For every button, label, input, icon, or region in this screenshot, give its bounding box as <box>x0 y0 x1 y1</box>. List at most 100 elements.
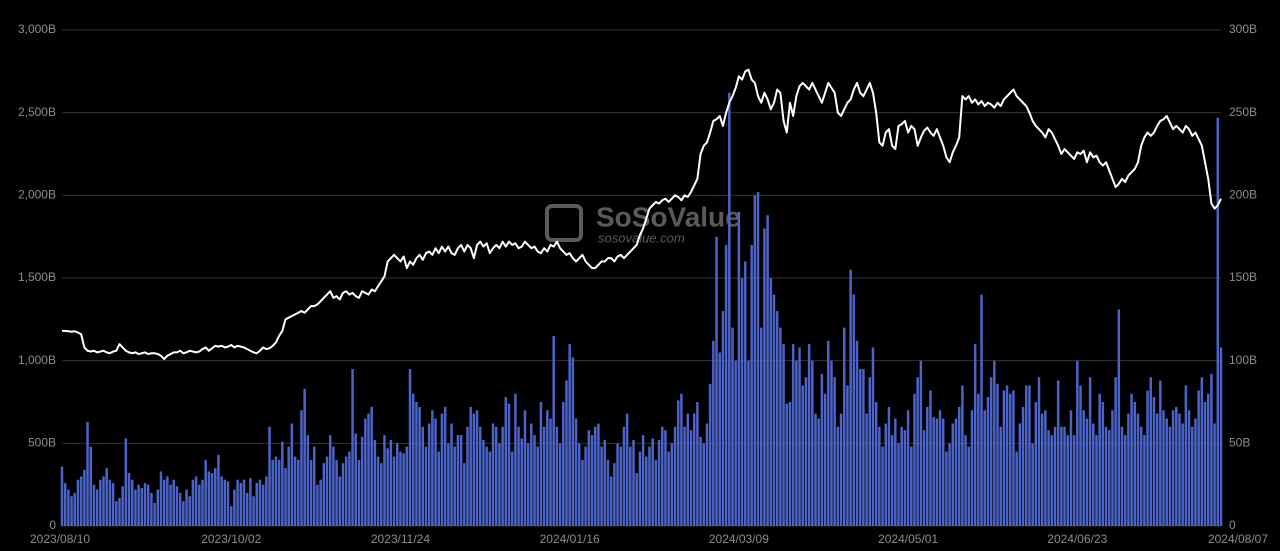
bar <box>839 413 843 526</box>
bar <box>801 385 804 526</box>
x-tick-label: 2024/01/16 <box>540 532 600 546</box>
bar <box>1040 413 1044 526</box>
y2-tick-label: 250B <box>1229 105 1257 119</box>
bar <box>536 446 539 526</box>
bar <box>482 440 485 526</box>
bar <box>1216 117 1220 527</box>
bar <box>750 244 753 526</box>
bar <box>447 443 450 526</box>
bar <box>670 443 674 526</box>
bar <box>1114 377 1117 526</box>
bar <box>568 344 571 526</box>
bar <box>1082 410 1085 526</box>
bar <box>86 421 89 526</box>
bar <box>1175 406 1178 526</box>
bar <box>552 335 555 526</box>
bar <box>287 446 290 526</box>
bar <box>1191 426 1194 526</box>
bar <box>1104 426 1108 526</box>
bar <box>715 236 718 526</box>
bar <box>367 413 370 526</box>
bar <box>1139 426 1143 526</box>
bar <box>817 418 820 526</box>
bar <box>1009 393 1012 526</box>
bar <box>319 479 322 526</box>
bar <box>941 418 945 526</box>
bar <box>584 446 587 526</box>
bar <box>645 456 648 526</box>
bar <box>555 426 559 526</box>
bar <box>258 479 262 526</box>
bar <box>198 484 201 526</box>
bar <box>622 426 626 526</box>
bar <box>1187 410 1191 526</box>
y-tick-label: 1,000B <box>18 353 56 367</box>
bar <box>651 438 654 526</box>
watermark: SoSoValue sosovalue.com <box>545 201 741 245</box>
bar <box>1024 385 1028 526</box>
bar <box>1200 377 1204 526</box>
bar <box>140 487 144 526</box>
bar <box>1171 410 1175 526</box>
bar <box>849 269 852 526</box>
bar <box>1005 385 1009 526</box>
line <box>62 68 1222 361</box>
bar <box>932 416 935 526</box>
bar <box>999 426 1002 526</box>
bar <box>1149 377 1153 526</box>
bar <box>926 406 929 526</box>
bar <box>922 430 926 526</box>
bar <box>188 496 191 526</box>
bar <box>855 340 859 526</box>
bar <box>705 423 709 526</box>
x-tick-label: 2024/05/01 <box>878 532 938 546</box>
bar <box>823 393 827 526</box>
bar <box>1018 423 1022 526</box>
bar <box>577 443 581 526</box>
bar <box>977 393 980 526</box>
bar <box>1066 435 1069 526</box>
bar <box>124 438 128 526</box>
bar <box>143 483 147 526</box>
bar <box>667 451 670 526</box>
bar <box>862 368 865 526</box>
bar <box>92 484 96 526</box>
bar <box>1146 390 1149 526</box>
bar <box>1219 347 1223 526</box>
bar <box>293 456 297 526</box>
bar <box>1056 380 1060 526</box>
bar <box>689 430 693 526</box>
bar <box>728 92 731 527</box>
watermark-subtext: sosovalue.com <box>598 230 685 245</box>
bar <box>360 436 364 526</box>
bar <box>95 489 99 526</box>
bar <box>418 406 421 526</box>
bar <box>836 426 840 526</box>
bar <box>504 397 508 526</box>
bar <box>207 471 211 526</box>
bar <box>664 430 667 526</box>
bar <box>89 446 92 526</box>
bar <box>507 403 511 526</box>
bar <box>1155 413 1159 526</box>
bar <box>357 459 361 526</box>
bar <box>236 479 239 526</box>
bar <box>957 406 961 526</box>
bar <box>676 400 680 526</box>
bar <box>415 402 418 526</box>
bar <box>127 473 131 526</box>
bar <box>929 390 932 526</box>
bar <box>354 433 357 526</box>
bar <box>1133 402 1137 526</box>
bar <box>980 294 983 526</box>
bar <box>399 451 402 526</box>
bar <box>1136 413 1140 526</box>
bar <box>1130 393 1133 526</box>
bar <box>833 377 836 526</box>
x-tick-label: 2024/03/09 <box>709 532 769 546</box>
bar <box>1120 426 1124 526</box>
bar <box>60 466 64 526</box>
bar <box>63 483 67 526</box>
bar <box>437 451 441 526</box>
